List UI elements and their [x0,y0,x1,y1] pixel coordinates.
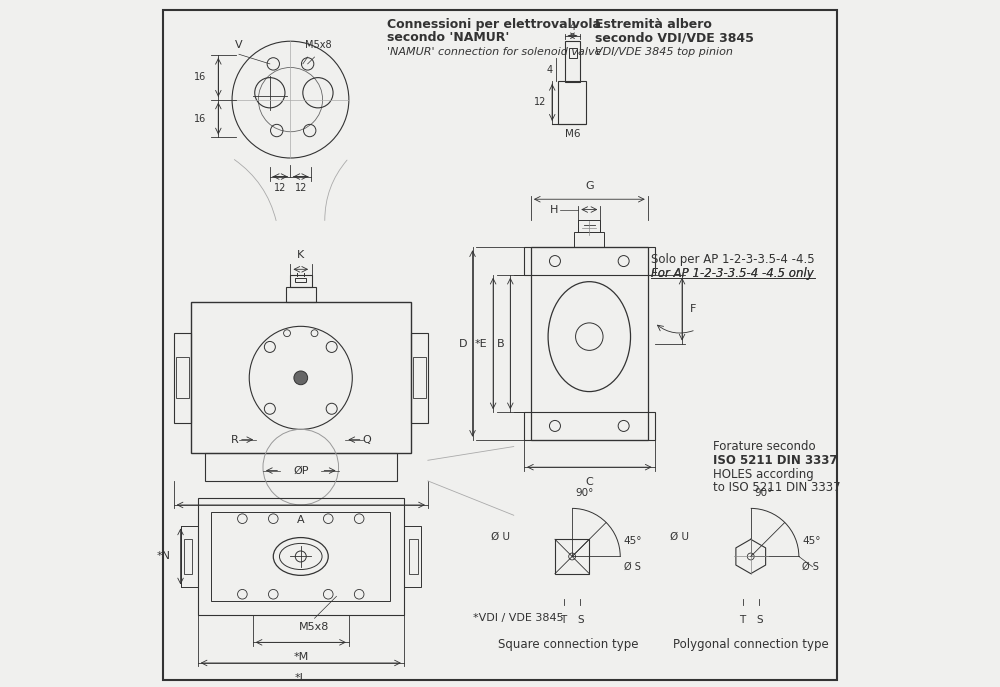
Text: *M: *M [293,652,308,662]
Text: 4: 4 [547,65,553,75]
Text: to ISO 5211 DIN 3337: to ISO 5211 DIN 3337 [713,482,841,494]
Bar [411,333,428,423]
Bar [409,539,418,574]
Text: V: V [235,40,243,50]
Bar [558,81,586,124]
Bar [181,526,198,587]
Text: C: C [585,477,593,487]
Text: 90°: 90° [576,488,594,498]
Text: 12: 12 [295,183,307,194]
Text: 45°: 45° [624,536,642,546]
Text: T: T [739,615,745,625]
Text: Polygonal connection type: Polygonal connection type [673,638,829,651]
Text: 12: 12 [534,98,547,107]
Text: M6: M6 [565,129,581,139]
Bar [555,539,589,574]
Text: Solo per AP 1-2-3-3.5-4 -4.5: Solo per AP 1-2-3-3.5-4 -4.5 [651,254,815,266]
Text: S: S [756,615,763,625]
Text: 16: 16 [194,72,207,82]
Bar [198,498,404,615]
Text: Forature secondo: Forature secondo [713,440,816,453]
Bar [531,247,648,440]
Text: A: A [297,515,305,525]
Text: S: S [578,615,584,625]
Bar [184,539,192,574]
Text: Connessioni per elettrovalvola: Connessioni per elettrovalvola [387,18,601,30]
Bar [290,275,312,287]
Text: 12: 12 [274,183,286,194]
Text: B: B [497,339,505,348]
Bar [565,41,580,82]
Text: R: R [231,435,239,444]
Text: D: D [459,339,467,348]
Text: Ø S: Ø S [802,562,819,572]
Text: M5x8: M5x8 [305,40,331,50]
Text: *N: *N [156,552,170,561]
Bar [574,232,604,247]
Bar [578,220,600,232]
Text: *VDI / VDE 3845: *VDI / VDE 3845 [473,613,563,623]
Text: Estremità albero: Estremità albero [595,18,712,30]
Text: secondo 'NAMUR': secondo 'NAMUR' [387,32,509,44]
Bar [524,247,655,275]
Text: ØP: ØP [293,466,309,475]
Text: VDI/VDE 3845 top pinion: VDI/VDE 3845 top pinion [595,47,733,57]
Text: 16: 16 [194,114,207,124]
Text: H: H [550,205,558,214]
Bar [211,512,390,601]
Circle shape [294,371,308,385]
Bar [404,526,421,587]
Text: F: F [690,304,697,314]
Text: For AP 1-2-3-3.5-4 -4.5 only: For AP 1-2-3-3.5-4 -4.5 only [651,267,814,280]
Bar [413,357,426,398]
Text: For AP 1-2-3-3.5-4 -4.5 only: For AP 1-2-3-3.5-4 -4.5 only [651,267,814,280]
Bar [174,333,191,423]
Text: Q: Q [363,435,371,444]
Text: *E: *E [475,339,488,348]
Text: 45°: 45° [802,536,821,546]
Text: Square connection type: Square connection type [498,638,639,651]
Text: M5x8: M5x8 [299,622,330,632]
Bar [191,302,411,453]
Text: Ø U: Ø U [670,532,689,542]
Bar [569,48,577,58]
Bar [524,412,655,440]
Text: *L: *L [295,673,307,683]
Text: secondo VDI/VDE 3845: secondo VDI/VDE 3845 [595,32,754,44]
Text: G: G [585,181,594,191]
Text: Ø U: Ø U [491,532,510,542]
Bar [205,453,397,481]
Text: HOLES according: HOLES according [713,468,814,480]
Bar [286,287,316,302]
Text: ISO 5211 DIN 3337: ISO 5211 DIN 3337 [713,454,837,466]
Text: 90°: 90° [754,488,773,498]
Text: 4: 4 [570,22,576,32]
Text: 'NAMUR' connection for solenoid valve: 'NAMUR' connection for solenoid valve [387,47,601,57]
Text: K: K [297,249,304,260]
Bar [176,357,189,398]
Text: T: T [560,615,567,625]
Text: Ø S: Ø S [624,562,641,572]
Bar [295,278,306,282]
